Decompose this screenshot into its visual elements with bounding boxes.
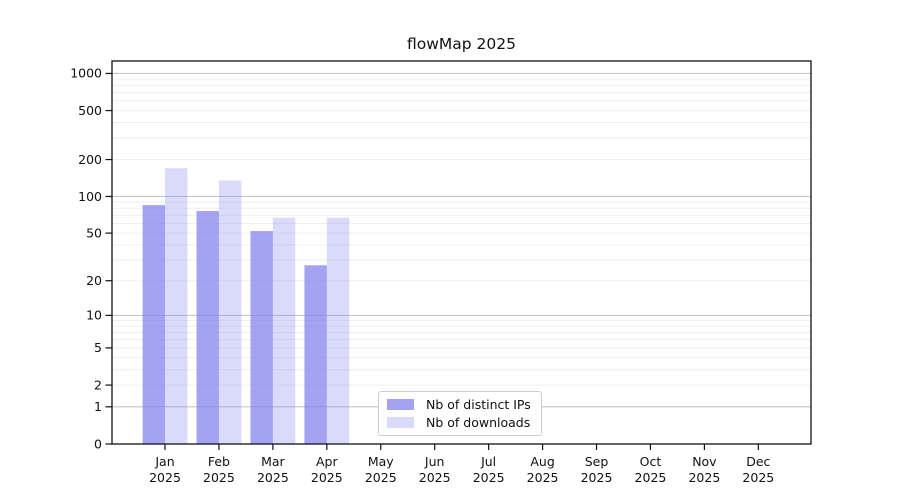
x-tick-label-month: Nov [692,454,717,469]
x-tick-label-month: Oct [640,454,662,469]
bar-downloads-jan [165,168,188,444]
chart-title: flowMap 2025 [406,35,516,53]
x-tick-label-year: 2025 [257,470,289,485]
x-tick-label-month: Jul [480,454,496,469]
x-tick-label-year: 2025 [365,470,397,485]
x-tick-label-year: 2025 [203,470,235,485]
y-tick-label: 500 [78,103,102,118]
x-tick-label-year: 2025 [581,470,613,485]
x-tick-label-year: 2025 [149,470,181,485]
legend-label-downloads: Nb of downloads [426,415,531,430]
x-tick-label-month: Jan [154,454,174,469]
y-tick-label: 100 [78,189,102,204]
x-tick-label-year: 2025 [473,470,505,485]
bar-distinct-ips-feb [196,211,219,444]
x-tick-label-year: 2025 [527,470,559,485]
bar-downloads-mar [272,217,296,444]
x-tick-label-month: May [368,454,394,469]
y-tick-label: 20 [86,273,102,288]
bar-distinct-ips-apr [304,265,327,444]
x-tick-label-year: 2025 [419,470,451,485]
y-tick-label: 0 [94,436,102,451]
x-tick-label-month: Aug [530,454,554,469]
x-tick-label-month: Apr [316,454,338,469]
legend: Nb of distinct IPs Nb of downloads [378,391,542,436]
bar-downloads-feb [218,180,242,445]
legend-label-distinct-ips: Nb of distinct IPs [426,397,531,412]
x-tick-label-month: Jun [424,454,445,469]
x-tick-label-year: 2025 [311,470,343,485]
bar-distinct-ips-jan [142,205,165,444]
legend-swatch-distinct-ips [387,399,414,410]
y-tick-label: 200 [78,152,102,167]
x-tick-label-year: 2025 [688,470,720,485]
x-tick-label-year: 2025 [635,470,667,485]
x-tick-label-month: Sep [585,454,609,469]
legend-row-downloads: Nb of downloads [387,415,533,430]
bar-distinct-ips-mar [250,231,273,444]
x-tick-label-month: Mar [261,454,285,469]
legend-row-distinct-ips: Nb of distinct IPs [387,397,533,412]
y-tick-label: 1 [94,399,102,414]
plot-border [111,60,812,445]
x-tick-label-month: Feb [208,454,230,469]
x-tick-label-year: 2025 [742,470,774,485]
legend-swatch-downloads [387,417,414,428]
x-tick-label-month: Dec [746,454,770,469]
bar-downloads-apr [326,217,350,444]
y-tick-label: 10 [86,308,102,323]
y-tick-label: 50 [86,225,102,240]
y-tick-label: 1000 [70,66,102,81]
y-tick-label: 2 [94,377,102,392]
y-tick-label: 5 [94,340,102,355]
